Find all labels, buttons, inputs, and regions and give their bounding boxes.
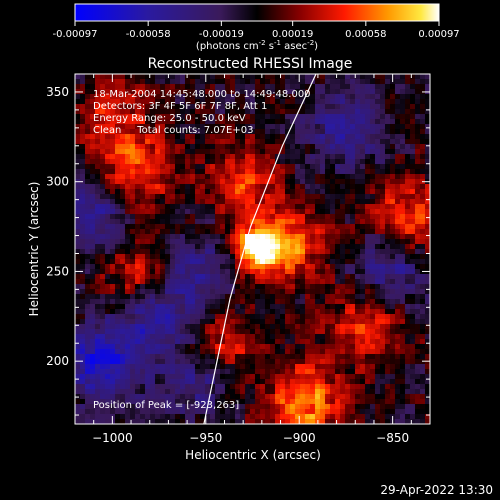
solar-limb-line bbox=[203, 74, 317, 424]
x-tick-label: −1000 bbox=[92, 431, 133, 445]
y-tick-label: 200 bbox=[46, 354, 69, 368]
annotation-time-range: 18-Mar-2004 14:45:48.000 to 14:49:48.000 bbox=[93, 89, 311, 100]
colorbar-ticks: -0.00097 -0.00058 -0.00019 0.00019 0.00058 0.… bbox=[53, 21, 460, 40]
annotation-clean-counts: Clean Total counts: 7.07E+03 bbox=[93, 125, 253, 136]
annotation-detectors: Detectors: 3F 4F 5F 6F 7F 8F, Att 1 bbox=[93, 101, 267, 112]
colorbar-tick-label: -0.00019 bbox=[199, 29, 244, 40]
y-axis-label: Heliocentric Y (arcsec) bbox=[27, 182, 41, 317]
timestamp: 29-Apr-2022 13:30 bbox=[380, 483, 493, 497]
heatmap-image bbox=[75, 74, 430, 424]
colorbar-tick-label: 0.00019 bbox=[272, 29, 313, 40]
chart-title: Reconstructed RHESSI Image bbox=[148, 56, 353, 72]
colorbar-gradient bbox=[75, 4, 439, 21]
info-annotations: 18-Mar-2004 14:45:48.000 to 14:49:48.000… bbox=[93, 89, 311, 136]
colorbar: -0.00097 -0.00058 -0.00019 0.00019 0.00058 0.… bbox=[53, 3, 460, 52]
y-tick-label: 250 bbox=[46, 264, 69, 278]
y-tick-label: 300 bbox=[46, 175, 69, 189]
x-tick-label: −950 bbox=[189, 431, 222, 445]
peak-position-label: Position of Peak = [-923,263] bbox=[93, 400, 239, 411]
x-axis-label: Heliocentric X (arcsec) bbox=[185, 448, 321, 462]
x-tick-label: −900 bbox=[283, 431, 316, 445]
colorbar-tick-label: -0.00058 bbox=[126, 29, 171, 40]
colorbar-tick-label: -0.00097 bbox=[53, 29, 98, 40]
colorbar-tick-label: 0.00058 bbox=[345, 29, 386, 40]
colorbar-frame bbox=[74, 3, 440, 22]
plot-frame bbox=[74, 73, 431, 425]
axes: −1000 −950 −900 −850 200 250 300 350 bbox=[46, 73, 431, 445]
annotation-energy-range: Energy Range: 25.0 - 50.0 keV bbox=[93, 113, 246, 124]
x-tick-label: −850 bbox=[376, 431, 409, 445]
colorbar-unit: (photons cm-2 s-1 asec-2) bbox=[196, 39, 318, 52]
y-tick-label: 350 bbox=[46, 85, 69, 99]
colorbar-tick-label: 0.00097 bbox=[418, 29, 459, 40]
